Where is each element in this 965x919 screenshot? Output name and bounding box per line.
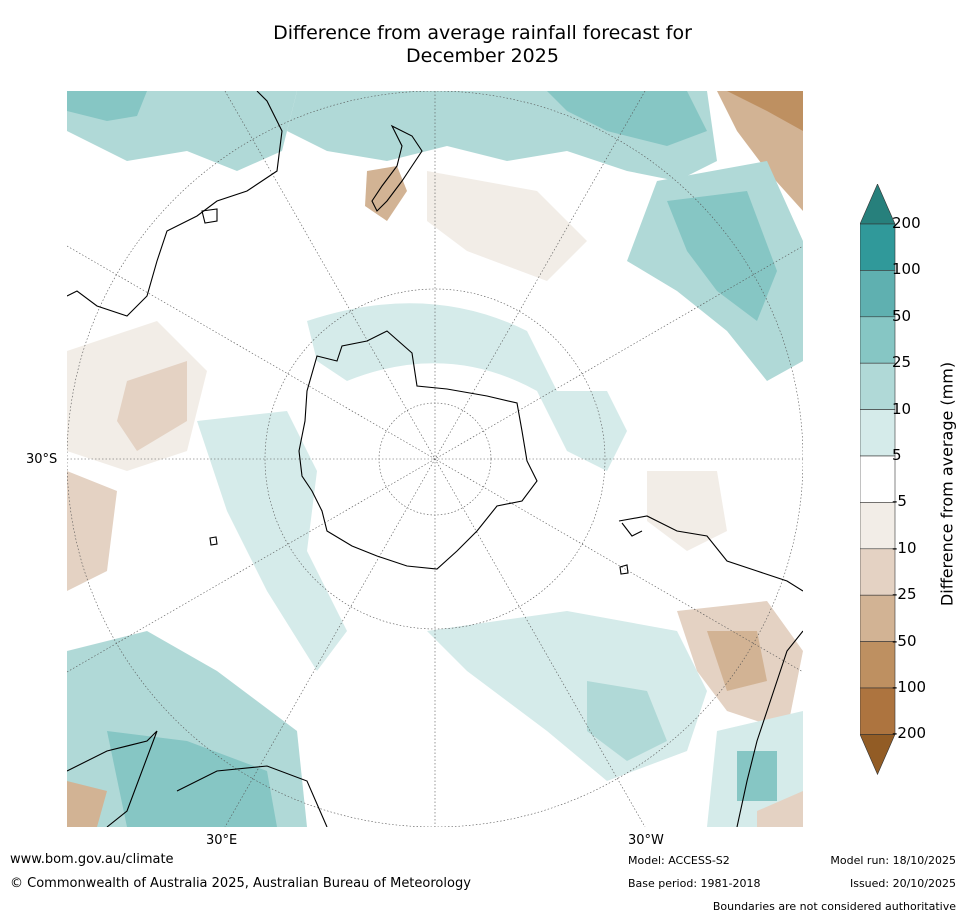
colorbar-segment-c-10-25 [860, 362, 896, 410]
wet-region-indian-ocean [197, 411, 347, 671]
colorbar-tick-10: 10 [892, 399, 912, 418]
colorbar-segments [860, 184, 896, 776]
footer-issued: Issued: 20/10/2025 [849, 877, 956, 890]
wet-region-north-core [547, 91, 707, 146]
coast-south-america-east [736, 630, 803, 827]
lon-label-30e: 30°E [206, 833, 238, 848]
footer-base-period: Base period: 1981-2018 [628, 877, 761, 890]
dry-region-northeast-core [727, 91, 803, 131]
dry-region-south-america [647, 471, 727, 551]
footer-copyright: © Commonwealth of Australia 2025, Austra… [10, 876, 471, 891]
coast-new-zealand [371, 124, 423, 212]
coast-australia [67, 91, 283, 317]
wet-region-east-core [667, 191, 777, 321]
colorbar-tick-50: 50 [892, 306, 912, 325]
dry-region-southeast [757, 791, 803, 827]
coast-kerguelen [209, 536, 218, 546]
footer-model: Model: ACCESS-S2 [628, 854, 730, 867]
colorbar-tick-minus-10: -10 [892, 538, 917, 557]
coast-south-america [618, 515, 803, 592]
colorbar-tick-minus-50: -50 [892, 631, 917, 650]
wet-region-antarctic-ring [307, 303, 627, 471]
colorbar-extend-bottom [860, 734, 896, 776]
lat-label-30s: 30°S [26, 452, 58, 467]
colorbar-segment-c-50-100 [860, 270, 896, 318]
coast-tasmania [201, 208, 218, 224]
coast-antarctica [298, 330, 538, 570]
colorbar-segment-c-25-50 [860, 316, 896, 364]
dry-region-west-core [117, 361, 187, 451]
colorbar-tick-25: 25 [892, 353, 912, 372]
colorbar-segment-c-m25-m10 [860, 548, 896, 596]
dry-region-west-2 [67, 471, 117, 591]
coast-falklands [619, 564, 629, 575]
colorbar-tick-minus-25: -25 [892, 585, 917, 604]
dry-region-pacific [427, 171, 587, 281]
colorbar-segment-c-5-10 [860, 409, 896, 457]
anomaly-shading [67, 91, 803, 827]
footer-model-run: Model run: 18/10/2025 [830, 854, 956, 867]
graticule [67, 91, 803, 827]
colorbar-tick-100: 100 [892, 260, 921, 279]
footer-website[interactable]: www.bom.gov.au/climate [10, 852, 174, 867]
title-line-2: December 2025 [406, 45, 559, 67]
colorbar-segment-c-m50-m25 [860, 594, 896, 642]
colorbar-title: Difference from average (mm) [937, 361, 957, 607]
wet-region-southwest-core [107, 731, 277, 827]
map-svg [67, 91, 803, 827]
colorbar-tick-minus-5: -5 [892, 492, 907, 511]
colorbar-segment-c-m100-m50 [860, 641, 896, 689]
title-line-1: Difference from average rainfall forecas… [273, 22, 692, 44]
colorbar-segment-c-m5-5 [860, 455, 896, 503]
chart-title: Difference from average rainfall forecas… [0, 22, 965, 68]
colorbar-tick-minus-200: -200 [892, 724, 927, 743]
dry-region-northeast [717, 91, 803, 211]
lon-label-30w: 30°W [628, 833, 664, 848]
coastlines [67, 91, 803, 827]
colorbar-tick-200: 200 [892, 214, 921, 232]
rainfall-anomaly-map[interactable] [67, 91, 803, 827]
wet-region-southeast-core [737, 751, 777, 801]
dry-region-southwest [67, 781, 107, 827]
wet-region-northwest-core [67, 91, 147, 121]
colorbar-segment-c-m10-m5 [860, 502, 896, 550]
colorbar-segment-c-m200-m100 [860, 687, 896, 735]
colorbar-segment-c-100-200 [860, 223, 896, 271]
colorbar-extend-top [860, 184, 896, 225]
dry-region-nz [365, 166, 407, 221]
wet-region-south-atlantic [427, 611, 707, 781]
colorbar-tick-minus-100: -100 [892, 678, 927, 696]
coast-africa [67, 730, 328, 827]
footer-boundaries: Boundaries are not considered authoritat… [712, 900, 956, 913]
wet-region-south-atlantic-core [587, 681, 667, 761]
colorbar-tick-5: 5 [892, 446, 902, 464]
colorbar [860, 184, 896, 776]
